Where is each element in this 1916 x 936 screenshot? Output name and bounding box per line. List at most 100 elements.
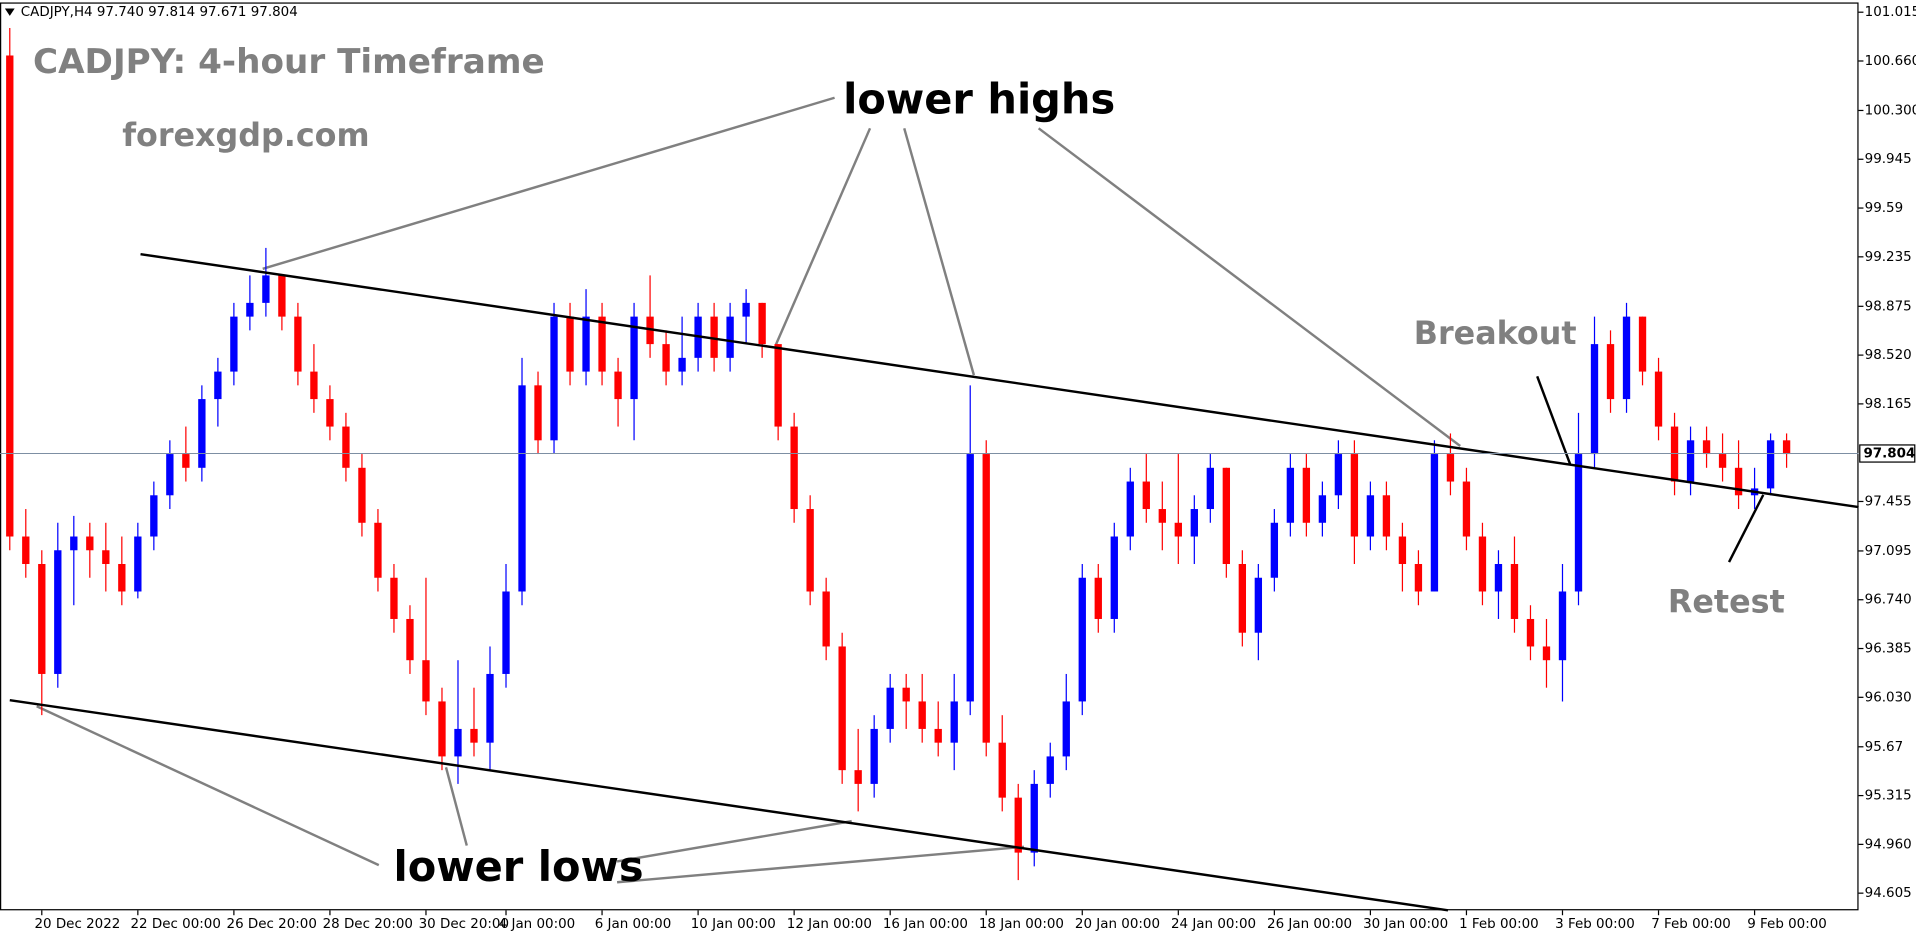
candle-body <box>214 371 222 400</box>
candle-body <box>150 495 158 537</box>
pointer-line <box>1037 127 1461 447</box>
pointer-line <box>616 819 852 863</box>
candle-body <box>1254 577 1263 633</box>
candle-body <box>806 509 814 592</box>
x-tick-label: 30 Dec 20:00 <box>419 917 509 932</box>
y-tick-label: 95.315 <box>1865 789 1912 804</box>
candle-body <box>1654 371 1663 427</box>
candle-body <box>790 426 798 510</box>
candle-body <box>54 550 62 674</box>
y-tick-label: 99.945 <box>1865 152 1912 167</box>
candle-body <box>198 399 206 468</box>
candle-body <box>1526 618 1535 647</box>
info-bar: CADJPY,H4 97.740 97.814 97.671 97.804 <box>21 5 298 20</box>
candle-body <box>582 316 590 372</box>
y-tick-label: 99.235 <box>1865 250 1912 265</box>
y-tick-label: 96.385 <box>1865 642 1912 657</box>
candle-body <box>86 536 94 551</box>
x-tick-label: 20 Jan 00:00 <box>1075 917 1160 932</box>
candle-body <box>1718 454 1727 468</box>
candle-body <box>502 591 510 674</box>
y-tick-label: 95.67 <box>1865 740 1903 755</box>
candle-body <box>1414 564 1423 592</box>
x-tick-label: 9 Feb 00:00 <box>1747 917 1827 932</box>
candle-body <box>470 728 478 743</box>
candle-body <box>22 536 30 565</box>
candle-body <box>1382 495 1391 537</box>
candle-body <box>838 646 846 771</box>
candle-body <box>182 454 190 468</box>
candle-body <box>518 385 526 592</box>
candle-body <box>1590 344 1599 455</box>
candle-body <box>38 564 46 674</box>
chart-subtitle: forexgdp.com <box>122 118 369 154</box>
candle-body <box>406 618 414 661</box>
upper-trend-line <box>140 252 1859 509</box>
candle-body <box>1494 564 1503 592</box>
candle-body <box>1126 481 1134 537</box>
x-tick-label: 16 Jan 00:00 <box>883 917 968 932</box>
candle-body <box>1062 701 1070 757</box>
candle-body <box>6 55 14 537</box>
candle-body <box>422 660 430 702</box>
candle-body <box>134 536 142 592</box>
candle-body <box>1606 344 1615 400</box>
x-tick-label: 20 Dec 2022 <box>34 917 120 932</box>
y-tick-label: 100.300 <box>1865 103 1916 118</box>
candle-body <box>598 316 606 372</box>
x-tick-label: 26 Jan 00:00 <box>1267 917 1352 932</box>
candle-body <box>1302 467 1311 523</box>
candle-body <box>1398 536 1407 565</box>
candle-body <box>1670 426 1679 482</box>
candle-body <box>1622 316 1631 400</box>
chart-title: CADJPY: 4-hour Timeframe <box>33 42 545 82</box>
candle-body <box>1222 467 1231 565</box>
candle-body <box>166 454 174 496</box>
last-price-label: 97.804 <box>1863 447 1915 462</box>
marks <box>6 28 1791 881</box>
trend-lines <box>9 252 1859 912</box>
candle-body <box>438 701 446 757</box>
pointer-line <box>903 127 976 376</box>
candle-body <box>758 302 766 345</box>
x-tick-label: 6 Jan 00:00 <box>595 917 672 932</box>
candle-body <box>726 316 734 358</box>
candle-body <box>1510 564 1519 619</box>
pointer-line <box>444 767 468 846</box>
candle-body <box>1766 440 1775 489</box>
candle-body <box>118 564 126 592</box>
candle-body <box>1350 454 1359 537</box>
lower-trend-line <box>9 698 1449 912</box>
x-tick-label: 22 Dec 00:00 <box>131 917 221 932</box>
candle-body <box>1734 467 1743 496</box>
x-tick-label: 24 Jan 00:00 <box>1171 917 1256 932</box>
x-tick-label: 26 Dec 20:00 <box>227 917 317 932</box>
candle-body <box>982 454 990 743</box>
candle-body <box>918 701 926 729</box>
candle-body <box>998 742 1006 798</box>
candle-body <box>230 316 238 372</box>
candle-body <box>1430 454 1439 592</box>
y-tick-label: 97.455 <box>1865 494 1912 509</box>
candle-body <box>1318 495 1327 523</box>
candle-body <box>742 302 750 317</box>
pointer-line <box>774 127 872 346</box>
candle-body <box>278 275 286 317</box>
menu-triangle <box>4 8 15 16</box>
pointer-line <box>36 705 380 867</box>
candle-body <box>310 371 318 400</box>
candle-body <box>1270 522 1279 578</box>
candle-body <box>1078 577 1086 702</box>
arrow-lines <box>1536 375 1765 563</box>
candle-body <box>102 550 110 565</box>
candle-body <box>358 467 366 523</box>
x-tick-label: 4 Jan 00:00 <box>499 917 576 932</box>
x-tick-label: 10 Jan 00:00 <box>691 917 776 932</box>
candle-body <box>950 701 958 743</box>
candle-body <box>486 673 494 743</box>
candle-body <box>374 522 382 578</box>
annotation: Breakout <box>1414 316 1577 352</box>
candle-body <box>390 577 398 619</box>
